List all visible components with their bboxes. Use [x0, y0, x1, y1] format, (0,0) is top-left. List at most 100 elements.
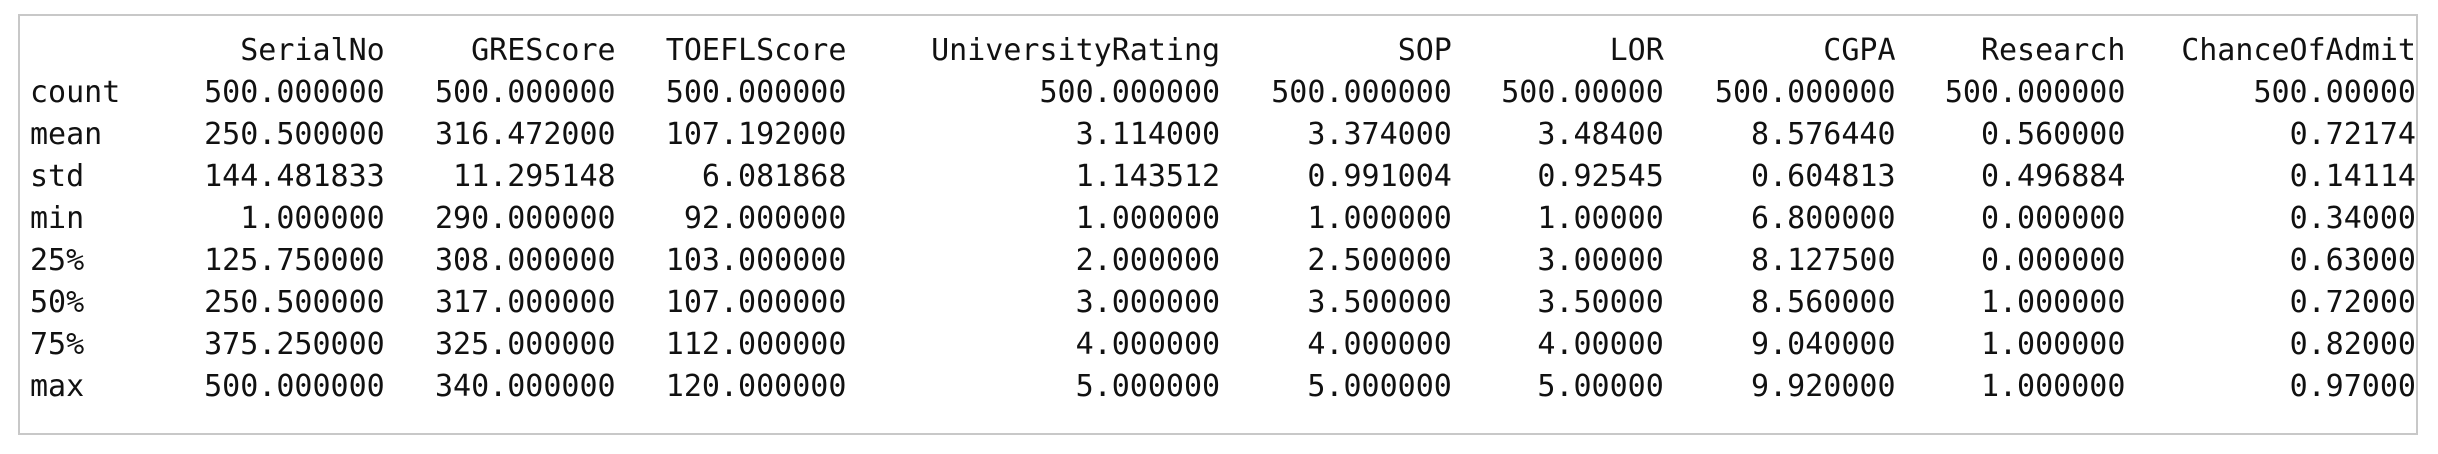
table-cell: 103.000000: [665, 243, 847, 278]
column-header: ChanceOfAdmit: [2181, 33, 2416, 68]
table-row: std 144.481833 11.295148 6.081868 1.143512 0.…: [30, 156, 2416, 198]
table-cell: 1.000000: [1980, 369, 2126, 404]
table-cell: 6.800000: [1751, 201, 1896, 236]
column-header: LOR: [1609, 33, 1664, 68]
table-cell: 1.143512: [1075, 159, 1221, 194]
corner-cell: [30, 30, 154, 72]
header-row: SerialNo GREScore TOEFLScore UniversityR…: [30, 30, 2416, 72]
row-label: 75%: [30, 327, 85, 362]
table-cell: 500.000000: [1271, 75, 1452, 110]
row-label: max: [30, 369, 85, 404]
table-cell: 0.14114: [2289, 159, 2416, 194]
table-cell: 500.000000: [1039, 75, 1221, 110]
table-row: 50% 250.500000 317.000000 107.000000 3.00000…: [30, 282, 2416, 324]
table-cell: 325.000000: [434, 327, 616, 362]
table-row: count 500.000000 500.000000 500.000000 500.0…: [30, 72, 2416, 114]
row-label: count: [30, 75, 121, 110]
table-cell: 3.374000: [1307, 117, 1452, 152]
table-row: 75% 375.250000 325.000000 112.000000 4.00000…: [30, 324, 2416, 366]
table-cell: 8.576440: [1751, 117, 1896, 152]
table-cell: 2.500000: [1307, 243, 1452, 278]
table-cell: 4.000000: [1307, 327, 1452, 362]
table-cell: 0.000000: [1980, 243, 2126, 278]
column-header: CGPA: [1823, 33, 1896, 68]
table-cell: 500.000000: [204, 369, 385, 404]
table-cell: 2.000000: [1075, 243, 1221, 278]
table-cell: 3.000000: [1075, 285, 1221, 320]
table-cell: 0.560000: [1980, 117, 2126, 152]
column-header: TOEFLScore: [665, 33, 847, 68]
table-cell: 0.92545: [1537, 159, 1664, 194]
table-cell: 0.97000: [2289, 369, 2416, 404]
table-cell: 1.00000: [1537, 201, 1664, 236]
table-cell: 8.127500: [1751, 243, 1896, 278]
row-label: mean: [30, 117, 103, 152]
table-cell: 1.000000: [1980, 327, 2126, 362]
table-cell: 3.114000: [1075, 117, 1221, 152]
table-cell: 500.000000: [665, 75, 847, 110]
table-cell: 3.48400: [1537, 117, 1664, 152]
table-cell: 5.000000: [1307, 369, 1452, 404]
table-cell: 107.192000: [665, 117, 847, 152]
table-cell: 308.000000: [434, 243, 616, 278]
table-cell: 290.000000: [434, 201, 616, 236]
row-label: min: [30, 201, 85, 236]
table-cell: 500.000000: [204, 75, 385, 110]
table-cell: 0.496884: [1980, 159, 2126, 194]
table-cell: 0.991004: [1307, 159, 1452, 194]
column-header: SOP: [1397, 33, 1452, 68]
table-cell: 500.000000: [1944, 75, 2126, 110]
table-cell: 1.000000: [1307, 201, 1452, 236]
table-cell: 4.00000: [1537, 327, 1664, 362]
table-cell: 120.000000: [665, 369, 847, 404]
row-label: std: [30, 159, 85, 194]
table-cell: 375.250000: [204, 327, 385, 362]
table-cell: 1.000000: [1075, 201, 1221, 236]
table-row: min 1.000000 290.000000 92.000000 1.000000 1.…: [30, 198, 2416, 240]
column-header: Research: [1980, 33, 2126, 68]
table-cell: 4.000000: [1075, 327, 1221, 362]
table-cell: 11.295148: [453, 159, 616, 194]
table-body: count 500.000000 500.000000 500.000000 500.0…: [30, 72, 2416, 408]
table-cell: 1.000000: [1980, 285, 2126, 320]
table-cell: 0.82000: [2289, 327, 2416, 362]
table-cell: 0.72000: [2289, 285, 2416, 320]
table-cell: 317.000000: [434, 285, 616, 320]
table-cell: 125.750000: [204, 243, 385, 278]
table-cell: 5.000000: [1075, 369, 1221, 404]
table-cell: 9.920000: [1751, 369, 1896, 404]
table-cell: 316.472000: [434, 117, 616, 152]
table-row: mean 250.500000 316.472000 107.192000 3.1140…: [30, 114, 2416, 156]
table-cell: 144.481833: [204, 159, 385, 194]
table-cell: 107.000000: [665, 285, 847, 320]
table-cell: 92.000000: [683, 201, 847, 236]
table-cell: 0.63000: [2289, 243, 2416, 278]
describe-output-frame: SerialNo GREScore TOEFLScore UniversityR…: [18, 14, 2418, 435]
column-header: SerialNo: [240, 33, 385, 68]
table-cell: 340.000000: [434, 369, 616, 404]
table-cell: 250.500000: [204, 117, 385, 152]
table-cell: 9.040000: [1751, 327, 1896, 362]
table-cell: 3.00000: [1537, 243, 1664, 278]
table-cell: 0.34000: [2289, 201, 2416, 236]
table-cell: 500.000000: [434, 75, 616, 110]
table-cell: 6.081868: [701, 159, 847, 194]
table-cell: 3.50000: [1537, 285, 1664, 320]
table-row: max 500.000000 340.000000 120.000000 5.00000…: [30, 366, 2416, 408]
table-cell: 8.560000: [1751, 285, 1896, 320]
table-cell: 500.000000: [1714, 75, 1896, 110]
table-cell: 0.72174: [2289, 117, 2416, 152]
table-cell: 112.000000: [665, 327, 847, 362]
table-cell: 1.000000: [240, 201, 385, 236]
row-label: 25%: [30, 243, 85, 278]
table-cell: 250.500000: [204, 285, 385, 320]
table-row: 25% 125.750000 308.000000 103.000000 2.00000…: [30, 240, 2416, 282]
table-cell: 3.500000: [1307, 285, 1452, 320]
column-header: GREScore: [471, 33, 616, 68]
table-cell: 5.00000: [1537, 369, 1664, 404]
row-label: 50%: [30, 285, 85, 320]
summary-statistics-table: SerialNo GREScore TOEFLScore UniversityR…: [30, 30, 2416, 408]
table-cell: 500.00000: [1501, 75, 1664, 110]
table-cell: 0.000000: [1980, 201, 2126, 236]
table-cell: 0.604813: [1751, 159, 1896, 194]
